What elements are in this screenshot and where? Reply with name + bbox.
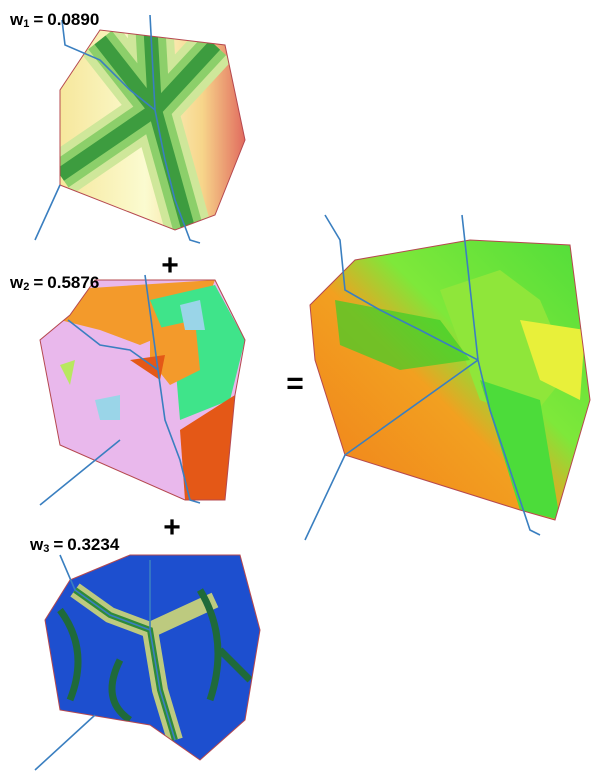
map-distance xyxy=(30,20,260,240)
index: 3 xyxy=(43,543,49,555)
weight-label: w3 =0.3234 xyxy=(29,535,120,555)
weight: 0.5876 xyxy=(47,273,99,292)
weighted-overlay-figure: w1=0.0890 w2=0.5876 w3=0.3234 + + = xyxy=(0,0,599,773)
map-landuse xyxy=(30,270,260,510)
equals: = xyxy=(33,273,43,292)
symbol: w xyxy=(9,10,24,29)
plus-operator: + xyxy=(163,511,181,544)
weight: 0.0890 xyxy=(47,10,99,29)
equals: = xyxy=(53,535,63,554)
index: 1 xyxy=(23,18,29,30)
index: 2 xyxy=(23,281,29,293)
symbol: w xyxy=(29,535,44,554)
weight-label: w2 =0.5876 xyxy=(9,273,99,293)
weight-label: w1 =0.0890 xyxy=(9,10,99,30)
equals: = xyxy=(33,10,43,29)
equals-operator: = xyxy=(286,367,304,400)
plus-operator: + xyxy=(161,249,179,282)
weight: 0.3234 xyxy=(67,535,120,554)
symbol: w xyxy=(9,273,24,292)
